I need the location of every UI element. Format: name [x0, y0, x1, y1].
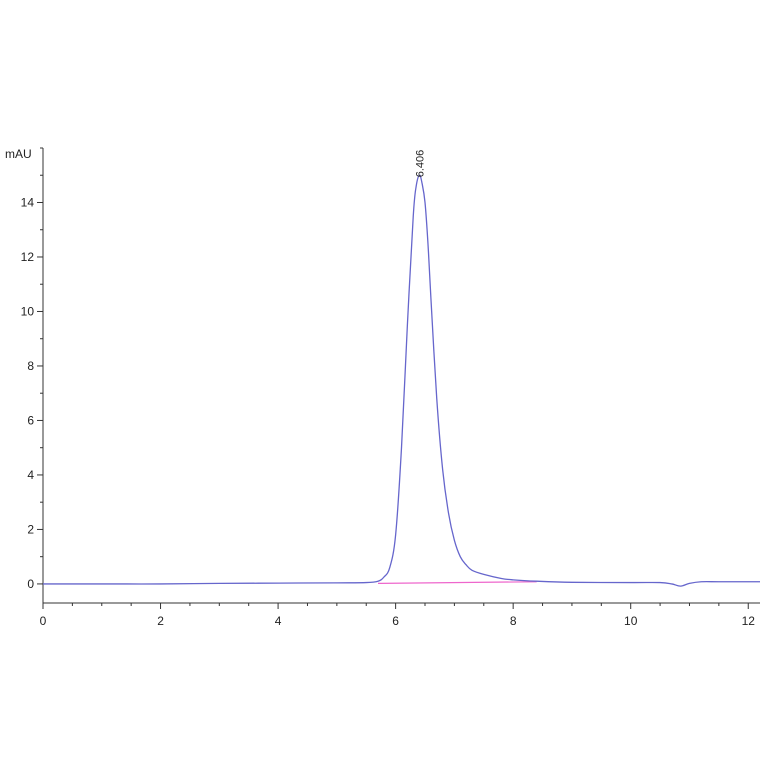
- y-tick-label: 6: [27, 413, 34, 427]
- x-ticks: 0 2 4 6 8 10 12: [40, 603, 756, 628]
- plot-area: 6.406: [42, 150, 760, 587]
- x-tick-label: 10: [624, 614, 638, 628]
- y-tick-label: 14: [21, 195, 35, 209]
- y-tick-label: 4: [27, 468, 34, 482]
- x-tick-label: 2: [157, 614, 164, 628]
- y-ticks: 0 2 4 6 8 10 12 14: [21, 147, 43, 591]
- x-tick-label: 0: [40, 614, 47, 628]
- y-tick-label: 0: [27, 577, 34, 591]
- y-tick-label: 2: [27, 522, 34, 536]
- x-tick-label: 8: [510, 614, 517, 628]
- y-tick-label: 8: [27, 359, 34, 373]
- x-tick-label: 12: [742, 614, 756, 628]
- series-line: [42, 174, 760, 587]
- y-tick-label: 12: [21, 250, 35, 264]
- x-tick-label: 6: [392, 614, 399, 628]
- x-axis: 0 2 4 6 8 10 12: [40, 602, 760, 628]
- peak-label: 6.406: [414, 150, 426, 178]
- y-axis: mAU 0 2 4 6 8 10 12 14: [5, 147, 44, 603]
- x-tick-label: 4: [275, 614, 282, 628]
- peak-labels: 6.406: [414, 150, 426, 178]
- integration-baseline: [377, 581, 537, 584]
- y-tick-label: 10: [21, 304, 35, 318]
- y-axis-label: mAU: [5, 147, 32, 161]
